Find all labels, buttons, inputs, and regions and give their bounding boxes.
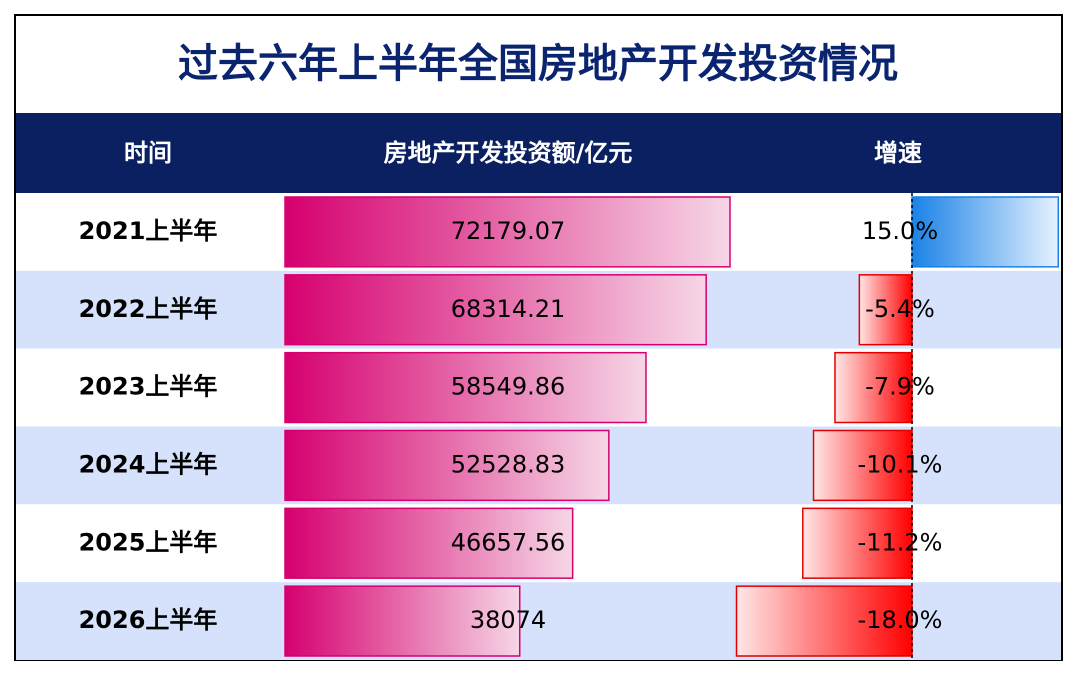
- row-label: 2025上半年: [79, 528, 218, 556]
- row-label: 2021上半年: [79, 217, 218, 245]
- title: 过去六年上半年全国房地产开发投资情况: [178, 41, 898, 87]
- header: 房地产开发投资额/亿元: [384, 139, 633, 167]
- investment-value: 38074: [470, 606, 546, 634]
- investment-bar: [284, 585, 521, 657]
- growth-value: -11.2%: [858, 528, 943, 556]
- growth-value: -18.0%: [858, 606, 943, 634]
- growth-value: -5.4%: [865, 295, 935, 323]
- growth-bar: [858, 274, 913, 346]
- row-label: 2022上半年: [79, 295, 218, 323]
- investment-bar: [284, 196, 731, 268]
- investment-bar: [284, 507, 574, 579]
- growth-bar: [802, 507, 913, 579]
- header: 增速: [874, 139, 922, 167]
- investment-value: 46657.56: [451, 528, 566, 556]
- investment-value: 72179.07: [451, 217, 566, 245]
- growth-bar: [812, 429, 913, 502]
- growth-bar: [735, 585, 913, 657]
- investment-bar: [284, 351, 647, 424]
- header: 时间: [124, 139, 172, 167]
- investment-value: 52528.83: [451, 450, 566, 478]
- row-label: 2023上半年: [79, 373, 218, 401]
- growth-value: -7.9%: [865, 373, 935, 401]
- growth-value: -10.1%: [858, 450, 943, 478]
- row-label: 2026上半年: [79, 606, 218, 634]
- header-band: [16, 113, 1061, 193]
- row-label: 2024上半年: [79, 450, 218, 478]
- growth-bar: [911, 196, 1059, 268]
- investment-bar: [284, 274, 707, 346]
- growth-value: 15.0%: [862, 217, 938, 245]
- investment-value: 68314.21: [451, 295, 566, 323]
- investment-bar: [284, 429, 610, 502]
- investment-value: 58549.86: [451, 373, 566, 401]
